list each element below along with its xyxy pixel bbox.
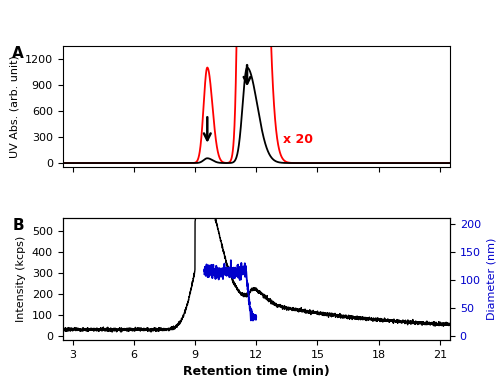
Text: x 20: x 20 bbox=[283, 133, 313, 146]
Y-axis label: UV Abs. (arb. unit): UV Abs. (arb. unit) bbox=[9, 55, 19, 158]
Text: B: B bbox=[12, 219, 24, 233]
Y-axis label: Intensity (kcps): Intensity (kcps) bbox=[16, 236, 26, 322]
Y-axis label: Diameter (nm): Diameter (nm) bbox=[486, 238, 496, 320]
Text: A: A bbox=[12, 46, 24, 61]
X-axis label: Retention time (min): Retention time (min) bbox=[183, 365, 330, 378]
